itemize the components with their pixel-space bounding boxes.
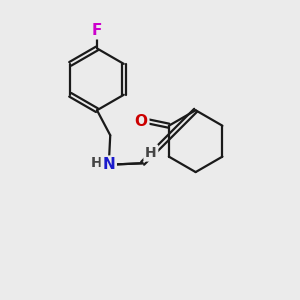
Text: H: H (91, 156, 102, 170)
Text: N: N (102, 157, 115, 172)
Text: F: F (92, 23, 102, 38)
Text: O: O (135, 114, 148, 129)
Text: H: H (145, 146, 157, 160)
